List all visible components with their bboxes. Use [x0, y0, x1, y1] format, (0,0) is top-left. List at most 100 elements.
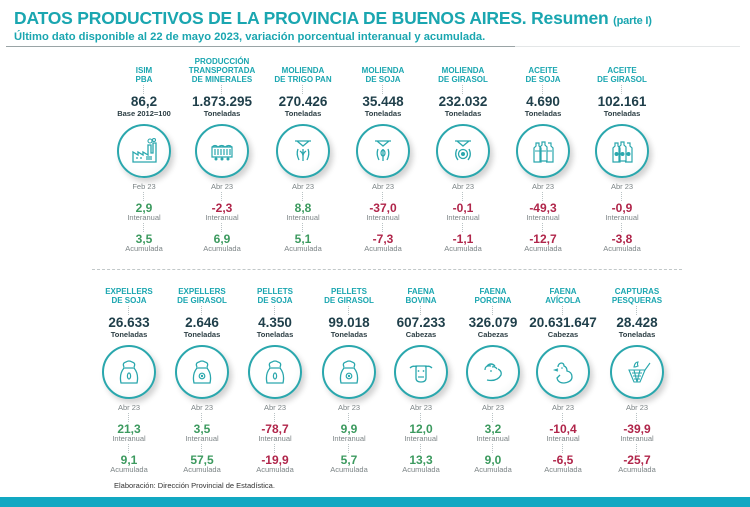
- chicken-icon: [552, 362, 573, 384]
- indicator-name-line: DE GIRASOL: [597, 75, 647, 84]
- dotted-connector: [382, 85, 384, 94]
- dotted-connector: [492, 306, 494, 315]
- interanual-value: 3,5: [193, 422, 211, 436]
- acumulada-value: 13,3: [409, 453, 433, 467]
- indicator-card: EXPELLERS DE SOJA 26.633 Toneladas Abr 23 21,…: [84, 278, 174, 474]
- indicator-period: Abr 23: [551, 403, 575, 412]
- indicator-name-line: DE SOJA: [111, 296, 147, 305]
- indicator-value: 20.631.647: [529, 315, 597, 330]
- indicator-period: Abr 23: [610, 182, 634, 191]
- interanual-value: 3,2: [484, 422, 502, 436]
- acumulada-value: -19,9: [261, 453, 289, 467]
- bottom-bar: [0, 497, 750, 507]
- interanual-label: Interanual: [605, 213, 639, 222]
- acumulada-value: 3,5: [135, 232, 153, 246]
- indicator-name-line: DE SOJA: [525, 75, 561, 84]
- dotted-connector: [462, 192, 464, 201]
- dotted-connector: [636, 306, 638, 315]
- acumulada-label: Acumulada: [544, 465, 582, 474]
- indicator-value: 35.448: [362, 94, 404, 109]
- pig-icon: [484, 363, 502, 382]
- indicator-name-line: MOLIENDA: [441, 66, 485, 75]
- indicator-unit: Base 2012=100: [117, 109, 171, 118]
- indicator-unit: Toneladas: [618, 330, 656, 339]
- indicator-card: ACEITE DE GIRASOL 102.161 Toneladas Abr 23 -0…: [577, 57, 667, 253]
- acumulada-value: -7,3: [372, 232, 394, 246]
- acumulada-label: Acumulada: [256, 465, 294, 474]
- dotted-connector: [348, 413, 350, 422]
- indicator-unit: Toneladas: [524, 109, 562, 118]
- dotted-connector: [542, 223, 544, 232]
- dotted-connector: [621, 192, 623, 201]
- dotted-connector: [382, 223, 384, 232]
- indicator-name-line: PBA: [135, 75, 153, 84]
- indicator-value: 1.873.295: [191, 94, 253, 109]
- dotted-connector: [201, 306, 203, 315]
- acumulada-value: -6,5: [552, 453, 574, 467]
- indicator-card: PELLETS DE SOJA 4.350 Toneladas Abr 23 -78,7 I…: [230, 278, 320, 474]
- interanual-value: 9,9: [340, 422, 358, 436]
- acumulada-value: -12,7: [529, 232, 557, 246]
- interanual-label: Interanual: [286, 213, 320, 222]
- interanual-label: Interanual: [332, 434, 366, 443]
- indicator-name-line: DE GIRASOL: [438, 75, 488, 84]
- indicator-unit: Toneladas: [110, 330, 148, 339]
- indicator-name-line: ACEITE: [607, 66, 637, 75]
- indicator-icon-circle: [175, 345, 229, 399]
- indicator-name-line: PELLETS: [256, 287, 293, 296]
- indicator-name: ACEITE DE GIRASOL: [577, 57, 667, 84]
- indicator-unit: Cabezas: [477, 330, 509, 339]
- sunflower-sack-icon: [192, 360, 212, 384]
- indicator-name-line: PORCINA: [474, 296, 512, 305]
- interanual-label: Interanual: [185, 434, 219, 443]
- interanual-value: -0,9: [611, 201, 633, 215]
- indicator-unit: Toneladas: [284, 109, 322, 118]
- dotted-connector: [128, 444, 130, 453]
- indicator-unit: Toneladas: [203, 109, 241, 118]
- dotted-connector: [221, 192, 223, 201]
- dotted-connector: [221, 223, 223, 232]
- acumulada-label: Acumulada: [203, 244, 241, 253]
- dotted-connector: [420, 444, 422, 453]
- indicator-unit: Toneladas: [330, 330, 368, 339]
- indicator-card: CAPTURAS PESQUERAS 28.428 Toneladas Abr 23 -3…: [592, 278, 682, 474]
- indicator-icon-circle: [466, 345, 520, 399]
- dotted-connector: [462, 223, 464, 232]
- dotted-connector: [143, 223, 145, 232]
- indicator-unit: Cabezas: [547, 330, 579, 339]
- soy-sack-icon: [265, 360, 285, 384]
- interanual-label: Interanual: [258, 434, 292, 443]
- indicator-value: 232.032: [438, 94, 488, 109]
- row-separator: [92, 269, 682, 270]
- indicator-name-line: ISIM: [135, 66, 153, 75]
- indicator-name-line: MOLIENDA: [281, 66, 325, 75]
- acumulada-value: 5,1: [294, 232, 312, 246]
- indicator-card: FAENA BOVINA 607.233 Cabezas Abr 23 12,0 Inter…: [376, 278, 466, 474]
- indicator-name: EXPELLERS DE GIRASOL: [157, 278, 247, 305]
- indicator-name: FAENA BOVINA: [376, 278, 466, 305]
- interanual-value: 2,9: [135, 201, 153, 215]
- dotted-connector: [542, 85, 544, 94]
- indicator-card: PELLETS DE GIRASOL 99.018 Toneladas Abr 23 9,…: [304, 278, 394, 474]
- fishing-net-icon: [628, 361, 651, 383]
- indicator-period: Abr 23: [409, 403, 433, 412]
- indicator-name-line: AVÍCOLA: [545, 296, 581, 305]
- dotted-connector: [274, 444, 276, 453]
- indicator-name-line: DE GIRASOL: [324, 296, 374, 305]
- indicator-name: MOLIENDA DE GIRASOL: [418, 57, 508, 84]
- acumulada-label: Acumulada: [402, 465, 440, 474]
- dotted-connector: [462, 85, 464, 94]
- indicator-name: PELLETS DE GIRASOL: [304, 278, 394, 305]
- acumulada-value: -25,7: [623, 453, 651, 467]
- dotted-connector: [302, 85, 304, 94]
- indicator-name: CAPTURAS PESQUERAS: [592, 278, 682, 305]
- indicator-unit: Toneladas: [183, 330, 221, 339]
- acumulada-value: 9,1: [120, 453, 138, 467]
- indicator-unit: Toneladas: [256, 330, 294, 339]
- title-part: (parte I): [613, 15, 652, 27]
- header-divider: [6, 46, 515, 47]
- indicator-card: FAENA AVÍCOLA 20.631.647 Cabezas Abr 23 -10,4…: [518, 278, 608, 474]
- interanual-value: -49,3: [529, 201, 557, 215]
- interanual-value: 21,3: [117, 422, 141, 436]
- indicator-period: Abr 23: [371, 182, 395, 191]
